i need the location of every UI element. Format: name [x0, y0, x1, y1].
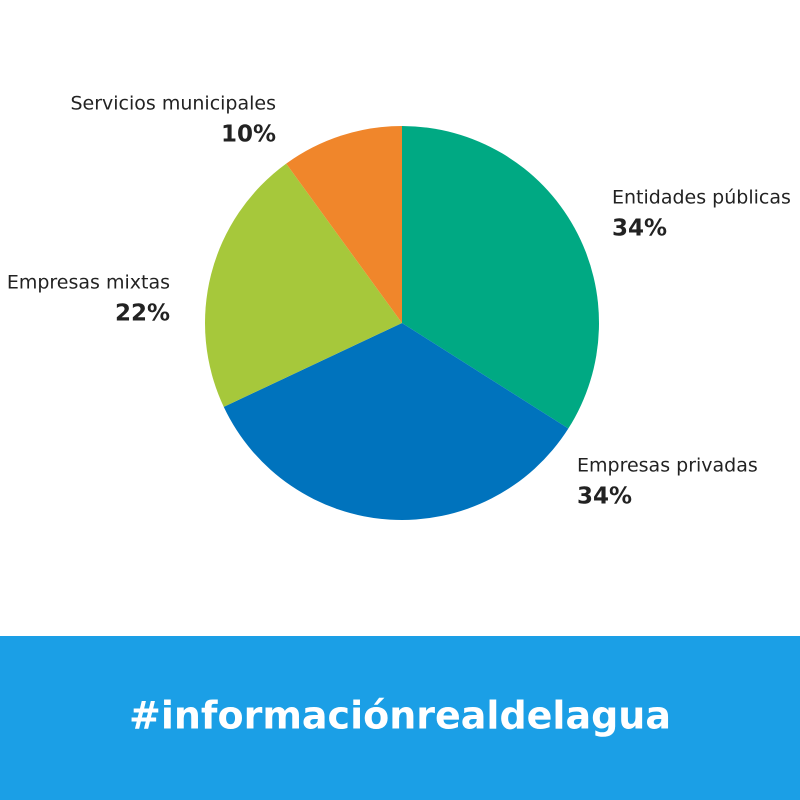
- slice-label: Entidades públicas: [612, 187, 791, 209]
- banner-text: #informaciónrealdelagua: [129, 694, 671, 738]
- slice-value: 10%: [221, 122, 276, 148]
- pie: [205, 126, 599, 520]
- pie-slice: [402, 126, 599, 429]
- pie-slice: [223, 323, 569, 520]
- slice-value: 22%: [115, 301, 170, 327]
- slice-label: Empresas privadas: [577, 455, 758, 477]
- slice-value: 34%: [612, 216, 667, 242]
- banner: [0, 636, 800, 800]
- pie-slice: [286, 126, 402, 323]
- slice-value: 34%: [577, 484, 632, 510]
- pie-slice: [205, 163, 402, 407]
- slice-label: Servicios municipales: [70, 93, 276, 115]
- slice-label: Empresas mixtas: [7, 272, 170, 294]
